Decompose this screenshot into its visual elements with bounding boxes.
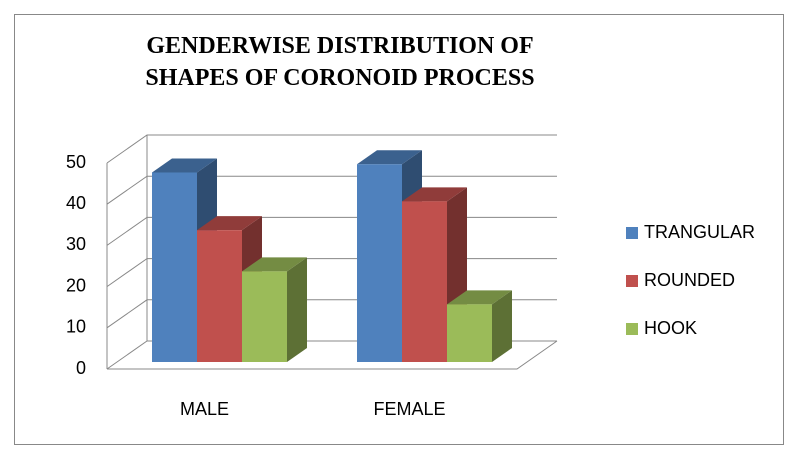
floor [107,340,558,370]
bar-top [242,257,307,272]
bar [402,201,447,362]
bar [197,230,242,362]
y-tick-label: 0 [76,358,86,378]
y-tick-label: 40 [66,193,86,213]
legend-label: ROUNDED [644,270,735,290]
bar [357,164,402,362]
legend-swatch [626,323,638,335]
bar-top [447,290,512,305]
chart-title: GENDERWISE DISTRIBUTION OF SHAPES OF COR… [145,33,535,91]
legend-swatch [626,275,638,287]
bar-top [197,216,262,231]
y-tick-label: 10 [66,317,86,337]
legend-swatch [626,227,638,239]
legend-label: HOOK [644,318,697,338]
bar-side [287,257,307,362]
bar [242,271,287,362]
bar-top [357,150,422,165]
bar-top [152,158,217,173]
bar [152,172,197,362]
x-tick-label: MALE [180,399,229,419]
bar-top [402,187,467,202]
y-tick-label: 30 [66,234,86,254]
bar [447,304,492,362]
y-tick-label: 20 [66,275,86,295]
legend-label: TRANGULAR [644,222,755,242]
bar-side [492,290,512,362]
x-tick-label: FEMALE [373,399,445,419]
y-tick-label: 50 [66,152,86,172]
